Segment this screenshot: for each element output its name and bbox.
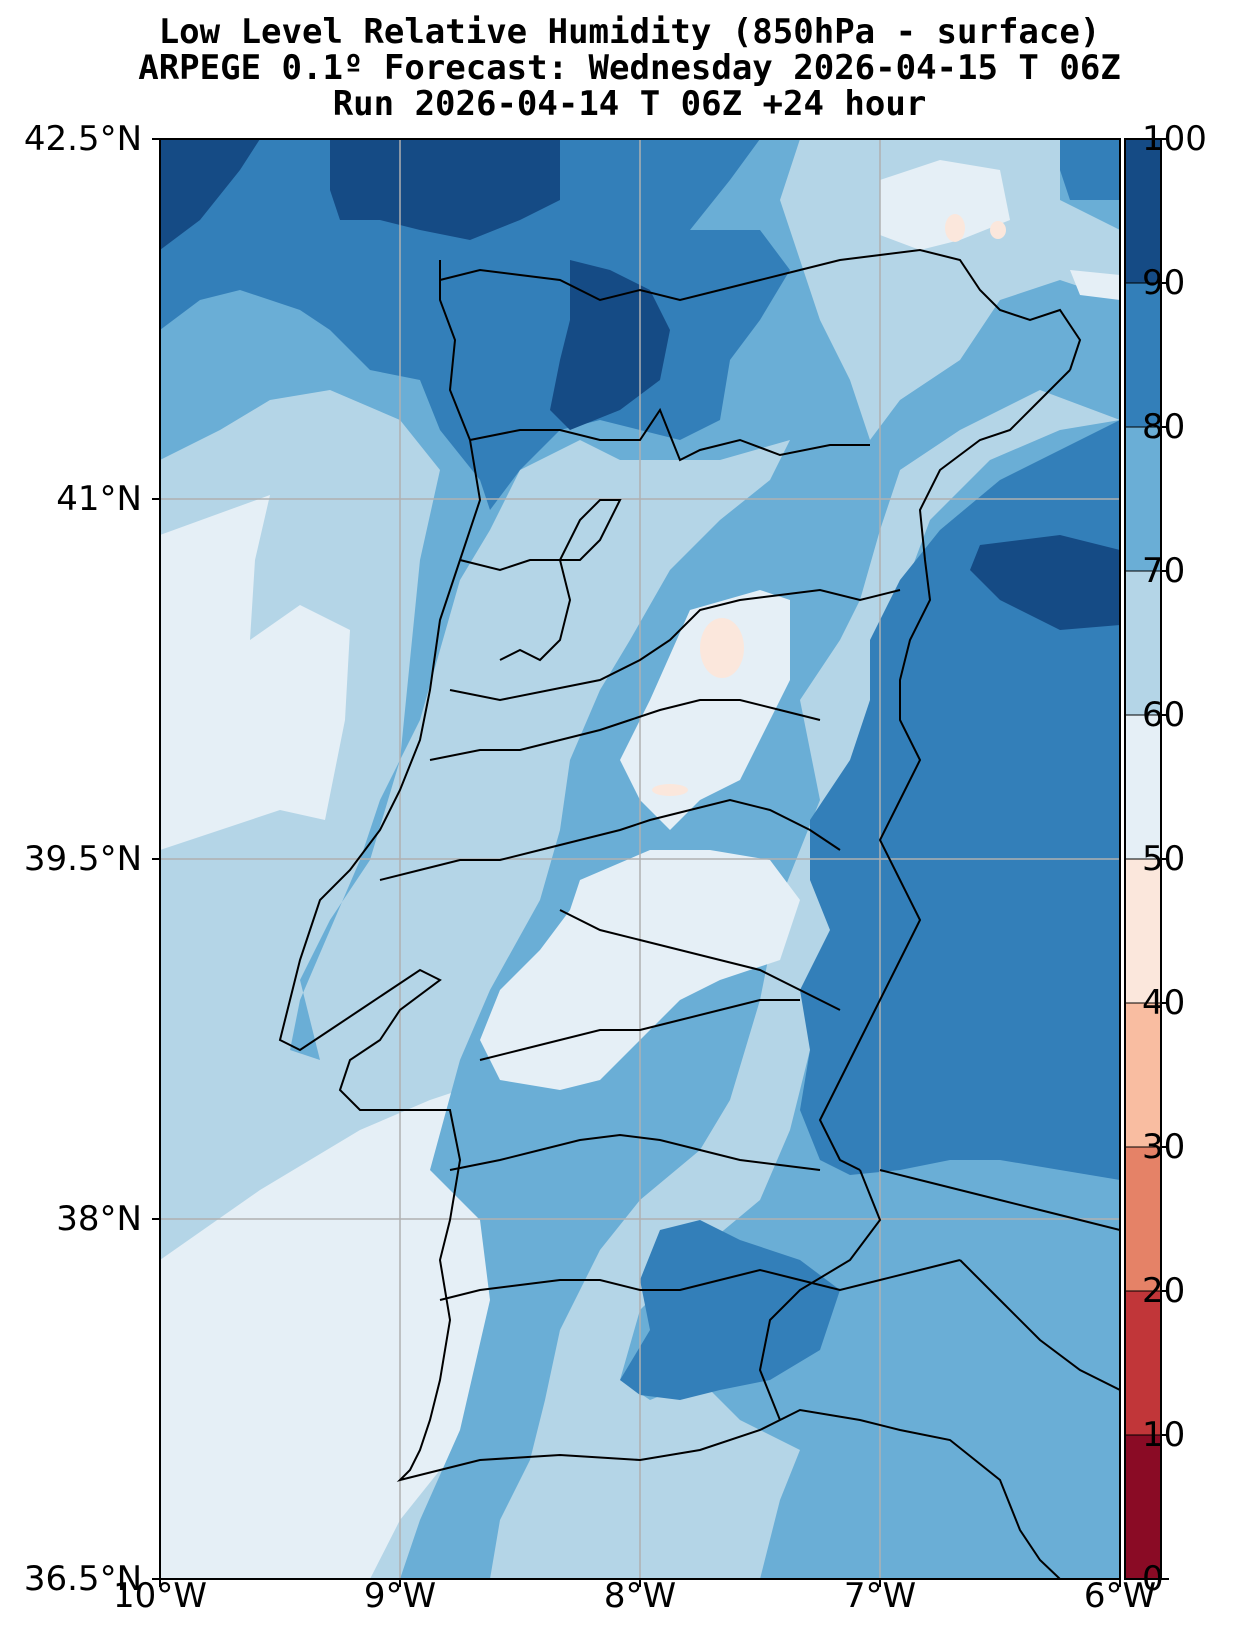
lon-label-9w: 9°W	[363, 1576, 437, 1616]
colorbar-label-100: 100	[1142, 119, 1207, 159]
colorbar-segment	[1125, 1435, 1161, 1580]
boundaries	[278, 248, 1120, 1579]
colorbar	[1124, 138, 1169, 1580]
colorbar-label-10: 10	[1142, 1415, 1186, 1455]
contour-90-100-nw	[160, 139, 260, 250]
contour-80-90-south	[620, 1220, 840, 1400]
colorbar-label-40: 40	[1142, 983, 1186, 1023]
colorbar-segment	[1125, 283, 1161, 428]
lat-label-42-5: 42.5°N	[23, 119, 142, 159]
border-north	[439, 248, 1082, 371]
colorbar-segment	[1125, 715, 1161, 860]
lat-label-38: 38°N	[56, 1199, 142, 1239]
colorbar-label-90: 90	[1142, 263, 1186, 303]
coastline	[278, 260, 1061, 1579]
colorbar-segment	[1125, 859, 1161, 1004]
colorbar-label-50: 50	[1142, 839, 1186, 879]
colorbar-label-20: 20	[1142, 1271, 1186, 1311]
lon-label-6w: 6°W	[1083, 1576, 1157, 1616]
colorbar-frame	[1124, 138, 1162, 1580]
lon-ticks	[159, 1579, 1121, 1587]
region-line-3	[449, 588, 901, 702]
lat-ticks	[152, 138, 160, 1580]
contour-40-50-a	[700, 618, 744, 678]
lon-label-10w: 10°W	[113, 1576, 207, 1616]
lat-label-39-5: 39.5°N	[23, 839, 142, 879]
colorbar-label-30: 30	[1142, 1127, 1186, 1167]
region-line-6	[559, 909, 841, 1011]
colorbar-label-60: 60	[1142, 695, 1186, 735]
contour-50-60-central	[620, 590, 790, 830]
lat-label-41: 41°N	[56, 479, 142, 519]
colorbar-segment	[1125, 427, 1161, 572]
region-line-7	[479, 999, 800, 1061]
contour-50-60-ne2	[1070, 270, 1120, 300]
lon-label-8w: 8°W	[603, 1576, 677, 1616]
region-line-2	[459, 499, 622, 662]
region-line-10	[879, 1169, 1120, 1231]
title-line-2: ARPEGE 0.1º Forecast: Wednesday 2026-04-…	[138, 48, 1121, 88]
colorbar-segment	[1125, 571, 1161, 716]
contour-60-70-ne	[780, 139, 1120, 440]
colorbar-segment	[1125, 1147, 1161, 1292]
region-line-8	[449, 1133, 821, 1171]
colorbar-label-70: 70	[1142, 551, 1186, 591]
border-east	[818, 369, 1071, 1171]
contour-80-90-ne	[1060, 139, 1120, 200]
contour-40-50-d	[990, 221, 1006, 239]
contour-40-50-c	[945, 214, 965, 242]
contour-80-90-north	[160, 139, 790, 510]
region-line-4	[429, 699, 821, 761]
contour-50-60-ocean	[160, 495, 350, 850]
contour-50-60-ne	[880, 160, 1010, 250]
contour-40-50-b	[652, 784, 688, 796]
title-line-1: Low Level Relative Humidity (850hPa - su…	[158, 12, 1101, 52]
region-line-1	[469, 407, 870, 462]
colorbar-label-0: 0	[1142, 1559, 1164, 1599]
gridlines	[160, 139, 1120, 1579]
colorbar-label-80: 80	[1142, 407, 1186, 447]
region-line-5	[379, 798, 841, 881]
region-line-11	[959, 1259, 1120, 1391]
colorbar-segment	[1125, 139, 1161, 284]
contour-90-100-east	[970, 535, 1120, 630]
colorbar-segment	[1125, 1291, 1161, 1436]
colorbar-segment	[1125, 1003, 1161, 1148]
contour-90-100-north	[330, 139, 560, 240]
region-line-9	[439, 1259, 961, 1301]
lon-label-7w: 7°W	[843, 1576, 917, 1616]
lat-label-36-5: 36.5°N	[23, 1559, 142, 1599]
title-line-3: Run 2026-04-14 T 06Z +24 hour	[332, 84, 927, 124]
border-east-lower	[758, 1169, 882, 1421]
